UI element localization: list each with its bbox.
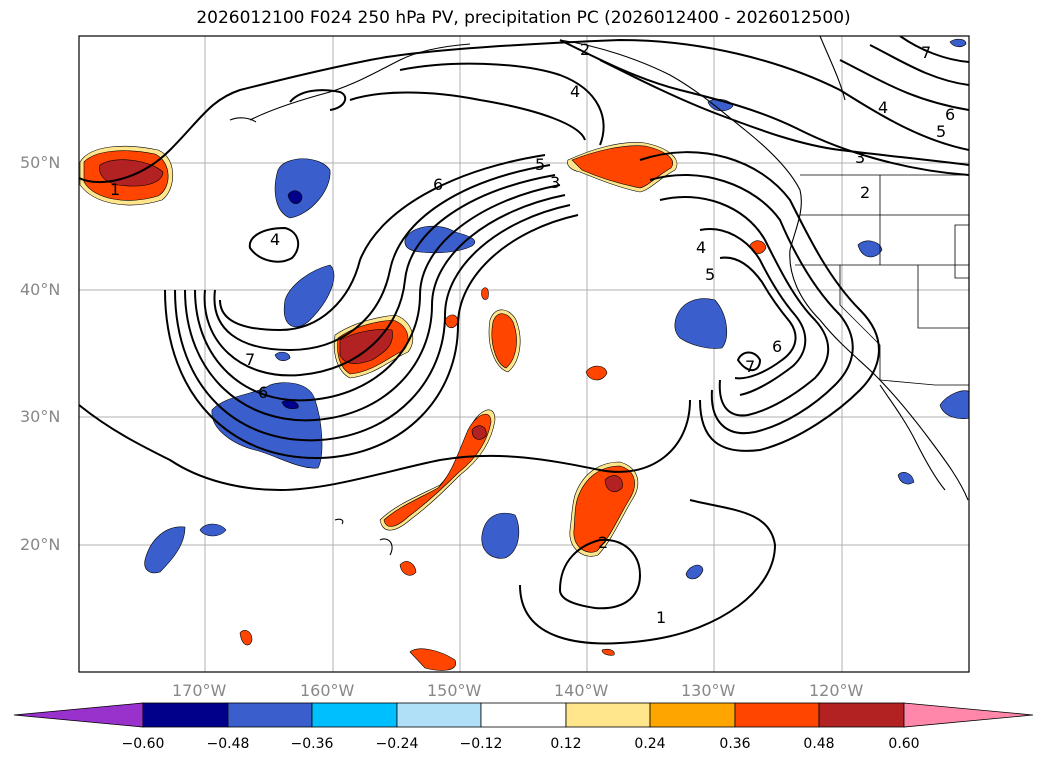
- precip-negative-area: [283, 264, 335, 328]
- colorbar-tick-label: −0.60: [121, 736, 165, 752]
- lat-label: 30°N: [20, 407, 61, 426]
- precip-positive-area: [481, 287, 489, 300]
- gridlines: [79, 36, 969, 672]
- colorbar-segment: [142, 702, 229, 728]
- precip-negative-area: [674, 298, 728, 349]
- colorbar-segment: [396, 702, 482, 728]
- precip-positive-area: [444, 314, 459, 329]
- colorbar-tick-label: 0.24: [634, 736, 666, 752]
- contour-label: 5: [705, 265, 715, 284]
- colorbar-segment: [734, 702, 820, 728]
- contour-label: 7: [921, 43, 931, 62]
- precip-positive-area: [601, 648, 615, 656]
- lon-label: 170°W: [172, 681, 227, 700]
- lat-label: 50°N: [20, 153, 61, 172]
- precip-positive-area: [585, 365, 608, 381]
- precip-negative-area: [939, 390, 969, 419]
- precip-positive-area: [571, 145, 673, 189]
- colorbar-tick-label: 0.12: [550, 736, 582, 752]
- precip-negative-area: [144, 526, 186, 574]
- map-title: 2026012100 F024 250 hPa PV, precipitatio…: [196, 8, 851, 28]
- contour-label: 3: [855, 148, 865, 167]
- lon-label: 140°W: [554, 681, 609, 700]
- contour-label: 5: [936, 122, 946, 141]
- precip-positive-area: [239, 630, 253, 646]
- colorbar-segment: [565, 702, 651, 728]
- coastlines: [229, 36, 969, 556]
- precip-negative-area: [685, 564, 704, 580]
- colorbar-segment: [311, 702, 398, 728]
- colorbar-segment: [480, 702, 567, 728]
- contour-label: 2: [598, 533, 608, 552]
- contour-label: 4: [570, 82, 580, 101]
- colorbar-extend-high: [903, 702, 1034, 728]
- precip-negative-area: [857, 240, 883, 258]
- contour-label: 6: [772, 337, 782, 356]
- precip-negative-area: [274, 158, 331, 219]
- precip-shading: [79, 38, 969, 671]
- contour-label: 6: [433, 175, 443, 194]
- precip-positive-area: [409, 648, 457, 671]
- precip-positive-area: [471, 425, 487, 440]
- map-frame: [78, 35, 970, 673]
- precip-negative-area: [287, 190, 303, 204]
- colorbar-tick-label: −0.12: [459, 736, 503, 752]
- precip-positive-area: [399, 561, 417, 576]
- contour-label: 4: [270, 230, 280, 249]
- precip-negative-area: [404, 225, 476, 254]
- contour-label: 7: [745, 357, 755, 376]
- contour-label: 4: [878, 98, 888, 117]
- colorbar-extend-low: [13, 702, 144, 728]
- colorbar-tick-label: −0.36: [290, 736, 334, 752]
- contour-label: 2: [580, 40, 590, 59]
- contour-label: 6: [258, 383, 268, 402]
- precip-positive-area: [749, 240, 767, 254]
- lon-label: 120°W: [809, 681, 864, 700]
- colorbar-tick-label: −0.48: [206, 736, 250, 752]
- contour-label: 1: [110, 180, 120, 199]
- lon-label: 130°W: [681, 681, 736, 700]
- precip-negative-area: [897, 472, 915, 485]
- colorbar-tick-label: −0.24: [375, 736, 419, 752]
- contour-label: 1: [656, 608, 666, 627]
- contour-label: 7: [245, 350, 255, 369]
- colorbar: [13, 702, 1034, 728]
- contour-label: 3: [550, 173, 560, 192]
- lat-label: 40°N: [20, 280, 61, 299]
- contour-labels: 1 1 2 2 2 3 3 4 4 4 4 5 5 5 6 6 6 6 7 7 …: [110, 40, 955, 627]
- colorbar-tick-label: 0.36: [719, 736, 751, 752]
- colorbar-tick-label: 0.48: [803, 736, 835, 752]
- precip-negative-area: [274, 351, 291, 361]
- contour-label: 6: [945, 105, 955, 124]
- precip-negative-area: [949, 38, 967, 48]
- colorbar-segment: [818, 702, 905, 728]
- lat-label: 20°N: [20, 535, 61, 554]
- lon-label: 150°W: [427, 681, 482, 700]
- lon-label: 160°W: [300, 681, 355, 700]
- contour-label: 5: [535, 155, 545, 174]
- political-borders: [795, 174, 969, 386]
- colorbar-segment: [649, 702, 736, 728]
- colorbar-segment: [227, 702, 313, 728]
- contour-label: 2: [860, 183, 870, 202]
- colorbar-tick-label: 0.60: [888, 736, 920, 752]
- precip-negative-area: [199, 523, 227, 537]
- pv-contours: [79, 36, 969, 645]
- precip-negative-area: [481, 512, 520, 559]
- precip-positive-area: [604, 475, 623, 493]
- precip-positive-area: [491, 313, 517, 369]
- precip-positive-area: [383, 413, 492, 527]
- contour-label: 4: [696, 238, 706, 257]
